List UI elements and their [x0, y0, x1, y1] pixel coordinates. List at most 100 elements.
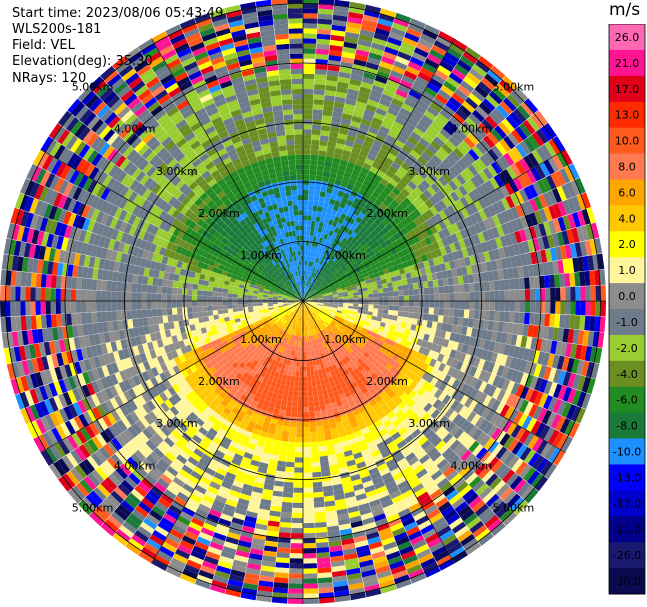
velocity-gate [375, 517, 389, 527]
velocity-gate [424, 301, 430, 308]
velocity-gate [192, 289, 198, 296]
velocity-gate [312, 385, 318, 392]
velocity-gate [360, 316, 367, 322]
velocity-gate [106, 301, 112, 312]
velocity-gate [384, 356, 392, 364]
velocity-gate [323, 314, 329, 319]
velocity-gate [297, 346, 301, 352]
velocity-gate [401, 417, 412, 427]
velocity-gate [348, 339, 354, 345]
velocity-gate [316, 321, 321, 327]
velocity-gate [324, 321, 330, 326]
velocity-gate [306, 315, 310, 321]
velocity-gate [460, 362, 468, 373]
velocity-gate [377, 411, 387, 420]
velocity-gate [369, 445, 379, 454]
velocity-gate [481, 470, 495, 483]
velocity-gate [222, 305, 228, 310]
velocity-gate [324, 377, 330, 384]
velocity-gate [314, 334, 318, 340]
velocity-gate [151, 308, 158, 317]
velocity-gate [293, 487, 303, 493]
velocity-gate [397, 311, 404, 317]
velocity-gate [532, 325, 539, 338]
velocity-gate [316, 385, 322, 391]
velocity-gate [342, 386, 349, 394]
velocity-gate [386, 410, 396, 420]
velocity-gate [281, 435, 289, 442]
velocity-gate [361, 313, 368, 318]
velocity-gate [0, 301, 6, 317]
velocity-gate [317, 314, 322, 319]
velocity-gate [40, 301, 46, 315]
velocity-gate [111, 291, 117, 301]
velocity-gate [343, 303, 349, 306]
velocity-gate [303, 376, 308, 382]
velocity-gate [529, 389, 539, 404]
velocity-gate [317, 304, 323, 307]
velocity-gate [424, 443, 435, 454]
velocity-gate [296, 422, 303, 428]
velocity-gate [307, 303, 312, 307]
velocity-gate [326, 344, 331, 351]
velocity-gate [306, 304, 312, 308]
velocity-gate [307, 303, 313, 306]
velocity-gate [156, 285, 163, 294]
velocity-gate [303, 346, 306, 352]
velocity-gate [30, 301, 36, 316]
velocity-gate [407, 456, 419, 466]
velocity-gate [475, 447, 488, 460]
velocity-gate [303, 533, 316, 539]
velocity-gate [187, 307, 193, 314]
velocity-gate [313, 311, 318, 316]
velocity-gate [489, 412, 500, 425]
velocity-gate [353, 483, 364, 492]
velocity-gate [326, 361, 332, 367]
velocity-gate [392, 406, 401, 415]
velocity-gate [365, 383, 373, 391]
velocity-gate [547, 353, 555, 368]
velocity-gate [462, 408, 473, 420]
velocity-gate [401, 517, 416, 527]
velocity-gate [490, 459, 504, 473]
velocity-gate [519, 399, 530, 413]
velocity-gate [408, 390, 417, 399]
velocity-gate [186, 295, 192, 301]
velocity-gate [375, 320, 381, 326]
velocity-gate [340, 332, 347, 339]
velocity-gate [342, 330, 348, 336]
velocity-gate [392, 310, 399, 316]
velocity-gate [436, 322, 443, 331]
velocity-gate [372, 347, 380, 355]
velocity-gate [478, 466, 491, 480]
velocity-gate [506, 380, 516, 394]
velocity-gate [321, 336, 326, 342]
velocity-gate [333, 301, 339, 303]
velocity-gate [455, 360, 464, 371]
velocity-gate [338, 354, 345, 361]
velocity-gate [311, 375, 316, 382]
velocity-gate [372, 308, 379, 313]
velocity-gate [505, 393, 516, 407]
velocity-gate [408, 329, 416, 337]
velocity-gate [213, 282, 219, 288]
velocity-gate [395, 409, 405, 419]
velocity-gate [373, 454, 384, 463]
velocity-gate [473, 390, 483, 402]
velocity-gate [536, 439, 548, 455]
velocity-gate [366, 338, 373, 345]
velocity-gate [320, 330, 325, 336]
velocity-gate [377, 490, 390, 499]
velocity-gate [323, 334, 328, 341]
velocity-gate [311, 312, 316, 318]
velocity-gate [311, 461, 321, 468]
velocity-gate [284, 385, 290, 391]
velocity-gate [362, 431, 372, 440]
velocity-gate [515, 427, 526, 441]
velocity-gate [400, 322, 407, 329]
velocity-gate [561, 436, 573, 453]
velocity-gate [373, 480, 386, 490]
velocity-gate [382, 309, 389, 315]
velocity-gate [313, 302, 319, 304]
velocity-gate [429, 488, 443, 500]
